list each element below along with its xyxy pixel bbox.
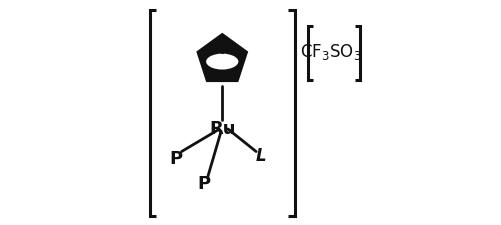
Text: P: P — [169, 150, 182, 168]
Polygon shape — [197, 35, 247, 82]
Text: Ru: Ru — [209, 119, 235, 137]
Text: P: P — [197, 174, 211, 192]
Text: $\mathregular{CF_3SO_3}$: $\mathregular{CF_3SO_3}$ — [300, 42, 362, 62]
Ellipse shape — [205, 53, 240, 72]
Text: L: L — [256, 146, 266, 164]
